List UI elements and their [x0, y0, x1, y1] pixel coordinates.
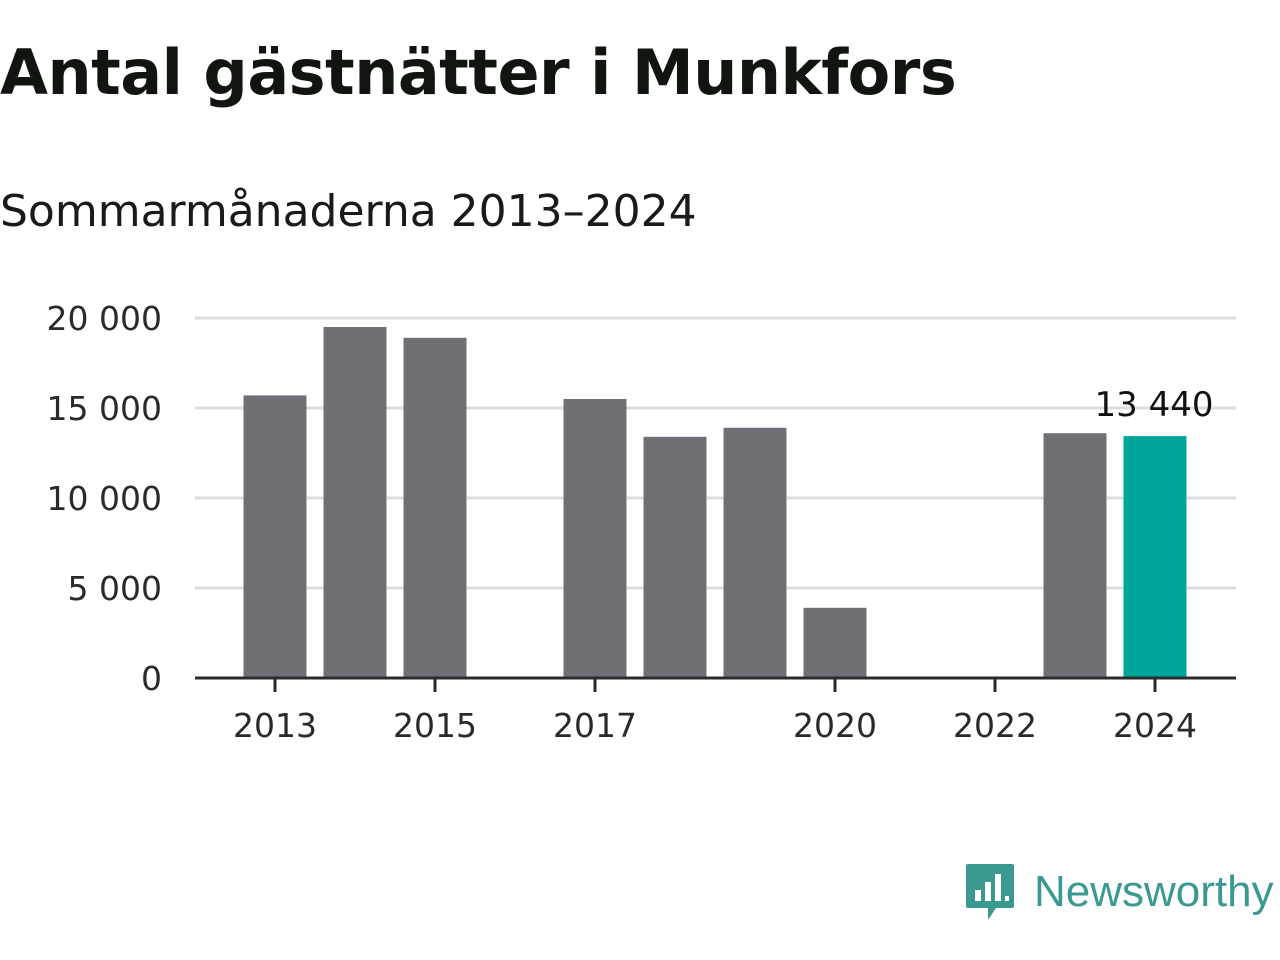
y-tick-label: 10 000: [47, 479, 162, 518]
bar-2013: [243, 395, 307, 678]
x-tick-label: 2015: [393, 706, 477, 745]
y-tick-label: 15 000: [47, 389, 162, 428]
chart-subtitle: Sommarmånaderna 2013–2024: [0, 186, 697, 237]
x-tick-label: 2024: [1113, 706, 1197, 745]
y-tick-label: 5 000: [68, 569, 162, 608]
chart-title: Antal gästnätter i Munkfors: [0, 36, 957, 109]
data-labels: 13 440: [1095, 385, 1214, 425]
bar-2014: [323, 327, 387, 678]
x-tick-label: 2017: [553, 706, 637, 745]
newsworthy-bar-chart-icon: [966, 864, 1014, 920]
bar-2018: [643, 436, 707, 678]
bar-2017: [563, 399, 627, 678]
x-axis: [195, 676, 1236, 692]
y-axis-labels: 0 5 000 10 000 15 000 20 000: [47, 299, 162, 698]
newsworthy-logo: Newsworthy: [964, 862, 1274, 922]
y-tick-label: 20 000: [47, 299, 162, 338]
data-label-2024: 13 440: [1095, 385, 1214, 425]
x-tick-label: 2020: [793, 706, 877, 745]
x-tick-label: 2022: [953, 706, 1037, 745]
bar-2019: [723, 427, 787, 678]
newsworthy-logo-text: Newsworthy: [1034, 867, 1274, 916]
bar-2020: [803, 607, 867, 678]
bars: [243, 327, 1187, 678]
y-tick-label: 0: [141, 659, 162, 698]
x-axis-labels: 2013 2015 2017 2020 2022 2024: [233, 706, 1197, 745]
bar-2015: [403, 337, 467, 678]
x-tick-label: 2013: [233, 706, 317, 745]
bar-2023: [1043, 433, 1107, 678]
bar-2024: [1123, 436, 1187, 678]
